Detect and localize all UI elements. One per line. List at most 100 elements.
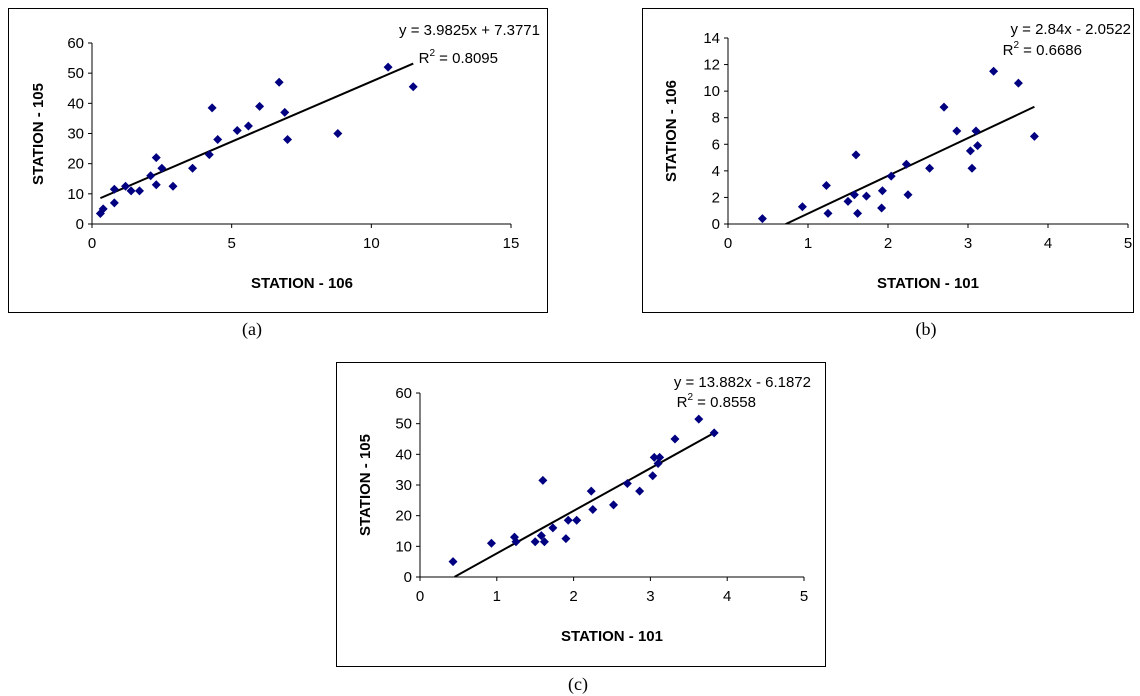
- data-point: [274, 77, 284, 87]
- data-point: [1029, 131, 1039, 141]
- data-point: [971, 126, 981, 136]
- data-point: [204, 150, 214, 160]
- chart-frame: [642, 8, 1134, 313]
- r-squared-label: R2 = 0.8095: [419, 48, 498, 67]
- y-tick-label: 12: [703, 57, 720, 74]
- data-point: [851, 150, 861, 160]
- data-point: [511, 537, 521, 547]
- x-tick-label: 15: [503, 235, 520, 252]
- data-point: [757, 214, 767, 224]
- data-point: [967, 163, 977, 173]
- r-squared-superscript: 2: [429, 48, 435, 59]
- r-squared-value: = 0.6686: [1019, 42, 1082, 59]
- x-tick-label: 2: [884, 235, 892, 252]
- x-axis-title: STATION - 106: [251, 275, 353, 292]
- r-squared-superscript: 2: [687, 392, 693, 403]
- r-squared-label: R2 = 0.6686: [1003, 40, 1082, 59]
- data-point: [925, 163, 935, 173]
- data-point: [536, 531, 546, 541]
- data-point: [98, 204, 108, 214]
- y-tick-label: 0: [712, 216, 720, 233]
- data-point: [586, 486, 596, 496]
- r-squared-r: R: [677, 394, 688, 411]
- data-point: [653, 459, 663, 469]
- x-tick-label: 4: [1044, 235, 1052, 252]
- x-tick-label: 5: [800, 588, 808, 605]
- x-tick-label: 3: [964, 235, 972, 252]
- data-point: [901, 159, 911, 169]
- x-tick-label: 1: [804, 235, 812, 252]
- data-point: [548, 523, 558, 533]
- r-squared-value: = 0.8095: [435, 50, 498, 67]
- y-tick-label: 4: [712, 163, 720, 180]
- data-point: [989, 66, 999, 76]
- data-point: [877, 203, 887, 213]
- data-point: [539, 537, 549, 547]
- y-tick-label: 10: [395, 538, 412, 555]
- data-point: [486, 538, 496, 548]
- caption-a: (a): [242, 319, 262, 339]
- chart-panel-c: 0 10 20 30 40 50 60 0 1 2 3 4 5 STATION - 101 STATION …: [336, 362, 826, 672]
- y-tick-label: 30: [395, 477, 412, 494]
- y-tick-label: 0: [76, 216, 84, 233]
- y-tick-label: 50: [67, 65, 84, 82]
- data-point: [109, 184, 119, 194]
- y-axis-title: STATION - 105: [357, 434, 374, 536]
- data-point: [188, 163, 198, 173]
- y-tick-label: 60: [67, 35, 84, 52]
- y-axis-title: STATION - 106: [663, 80, 680, 182]
- trendline: [454, 432, 715, 577]
- data-point: [886, 171, 896, 181]
- y-tick-label: 60: [395, 385, 412, 402]
- data-point: [109, 198, 119, 208]
- data-point: [146, 171, 156, 181]
- x-axis-title: STATION - 101: [877, 275, 979, 292]
- r-squared-r: R: [419, 50, 430, 67]
- y-tick-label: 40: [67, 95, 84, 112]
- data-point: [572, 515, 582, 525]
- y-tick-label: 10: [703, 83, 720, 100]
- data-point: [283, 135, 293, 145]
- y-tick-label: 2: [712, 189, 720, 206]
- data-point: [609, 500, 619, 510]
- y-tick-label: 14: [703, 30, 720, 47]
- y-tick-label: 6: [712, 136, 720, 153]
- data-point: [939, 102, 949, 112]
- data-point: [973, 141, 983, 151]
- y-axis-title: STATION - 105: [30, 83, 47, 185]
- data-point: [797, 202, 807, 212]
- data-point: [649, 452, 659, 462]
- x-tick-label: 5: [1124, 235, 1132, 252]
- data-point: [408, 82, 418, 92]
- x-tick-label: 2: [569, 588, 577, 605]
- data-point: [853, 208, 863, 218]
- data-point: [861, 191, 871, 201]
- data-point: [622, 478, 632, 488]
- data-point: [563, 515, 573, 525]
- data-point: [823, 208, 833, 218]
- chart-panel-b: 0 2 4 6 8 10 12 14 0 1 2 3 4 5 STATION - 101 STATION - …: [642, 8, 1134, 318]
- data-point: [843, 196, 853, 206]
- y-tick-label: 50: [395, 416, 412, 433]
- x-tick-label: 0: [724, 235, 732, 252]
- data-point: [849, 190, 859, 200]
- scatter-chart-c: 0 10 20 30 40 50 60 0 1 2 3 4 5 STATION - 101 STATION …: [336, 362, 826, 667]
- data-point: [448, 557, 458, 567]
- data-point: [561, 534, 571, 544]
- trendline-equation: y = 2.84x - 2.0522: [1011, 21, 1132, 38]
- x-tick-label: 0: [416, 588, 424, 605]
- y-tick-label: 20: [67, 156, 84, 173]
- data-point: [151, 180, 161, 190]
- data-point: [134, 186, 144, 196]
- chart-frame: [8, 8, 548, 313]
- r-squared-r: R: [1003, 42, 1014, 59]
- data-point: [952, 126, 962, 136]
- x-tick-label: 10: [363, 235, 380, 252]
- caption-b: (b): [915, 319, 937, 339]
- x-axis-title: STATION - 101: [561, 628, 663, 645]
- data-point: [588, 505, 598, 515]
- data-point: [207, 103, 217, 113]
- data-point: [709, 428, 719, 438]
- x-tick-label: 5: [227, 235, 235, 252]
